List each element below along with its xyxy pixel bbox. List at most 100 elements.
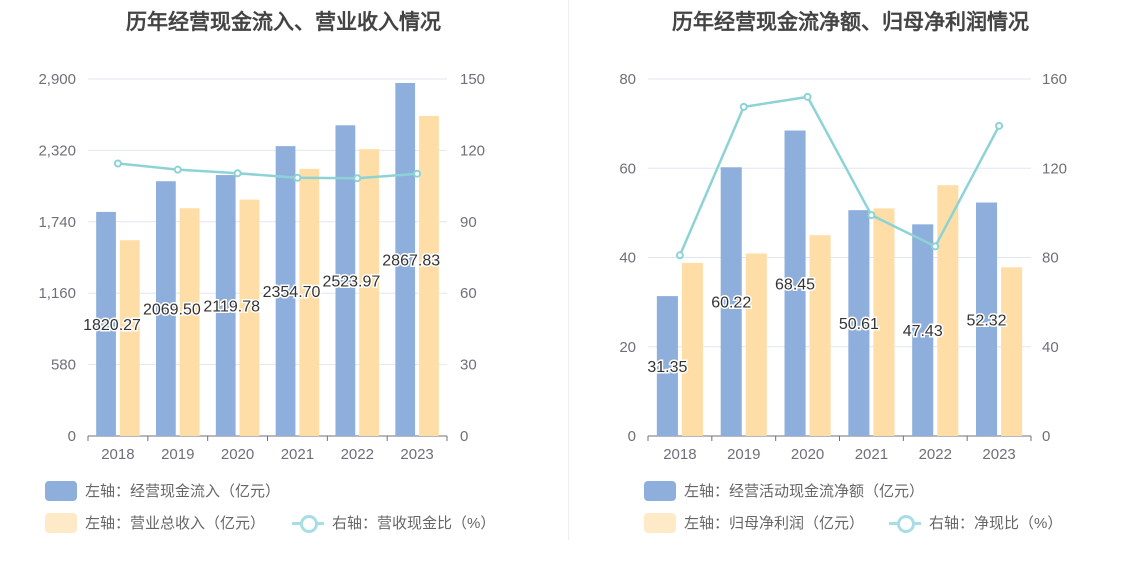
legend-swatch-bar1 bbox=[45, 480, 77, 501]
bar-series2 bbox=[873, 208, 895, 436]
x-axis-tick-label: 2020 bbox=[791, 446, 824, 463]
bar-series2 bbox=[809, 235, 831, 436]
bar-data-label: 50.61 bbox=[839, 316, 879, 333]
bar-data-label: 60.22 bbox=[711, 295, 751, 312]
x-axis-tick-label: 2021 bbox=[281, 446, 314, 463]
left-axis-tick-label: 580 bbox=[51, 357, 76, 374]
right-axis-tick-label: 60 bbox=[460, 285, 477, 302]
legend-item-bar2[interactable]: 左轴：营业总收入（亿元） bbox=[45, 512, 265, 533]
bar-series1 bbox=[720, 167, 742, 436]
bar-data-label: 1820.27 bbox=[83, 317, 141, 334]
chart-left-svg: 0 0 580 30 1,160 60 1,740 90 2,320 120 2,900 150 201… bbox=[38, 71, 485, 463]
bar-data-label: 2069.50 bbox=[143, 302, 201, 319]
left-axis-tick-label: 1,160 bbox=[38, 285, 76, 302]
right-axis-tick-label: 90 bbox=[460, 214, 477, 231]
legend-item-bar2[interactable]: 左轴：归母净利润（亿元） bbox=[644, 512, 864, 533]
line-point bbox=[675, 251, 684, 260]
bar-series1 bbox=[156, 181, 176, 436]
bar-data-label: 2523.97 bbox=[322, 274, 380, 291]
left-axis-tick-label: 20 bbox=[619, 339, 636, 356]
bar-series2 bbox=[239, 199, 260, 436]
x-axis-tick-label: 2023 bbox=[400, 446, 433, 463]
right-axis-tick-label: 160 bbox=[1042, 71, 1067, 88]
bar-data-label: 68.45 bbox=[775, 276, 815, 293]
legend-line-icon bbox=[889, 513, 921, 533]
right-axis-tick-label: 40 bbox=[1042, 339, 1059, 356]
bar-data-label: 2867.83 bbox=[382, 252, 440, 269]
x-axis-tick-label: 2020 bbox=[221, 446, 254, 463]
x-axis-tick-label: 2019 bbox=[727, 446, 760, 463]
bar-series1 bbox=[976, 202, 998, 436]
legend-swatch-bar2 bbox=[45, 512, 77, 533]
legend-swatch-bar2 bbox=[644, 512, 676, 533]
bar-series2 bbox=[359, 149, 379, 437]
line-point bbox=[995, 121, 1004, 130]
bar-series1 bbox=[96, 211, 116, 436]
panel-divider bbox=[568, 0, 569, 540]
right-axis-tick-label: 120 bbox=[1042, 160, 1067, 177]
x-axis-tick-label: 2019 bbox=[161, 446, 194, 463]
chart-title: 历年经营现金流净额、归母净利润情况 bbox=[672, 11, 1029, 34]
legend-label: 左轴：经营现金流入（亿元） bbox=[85, 483, 281, 500]
bar-data-label: 2354.70 bbox=[263, 284, 321, 301]
line-point bbox=[931, 242, 940, 251]
bar-data-label: 31.35 bbox=[647, 359, 687, 376]
bar-series1 bbox=[784, 130, 806, 436]
x-axis-tick-label: 2018 bbox=[663, 446, 696, 463]
left-axis-tick-label: 0 bbox=[68, 428, 76, 445]
bar-series1 bbox=[275, 146, 296, 437]
bar-series1 bbox=[395, 82, 416, 436]
bar-series2 bbox=[299, 168, 320, 436]
chart-title: 历年经营现金流入、营业收入情况 bbox=[126, 11, 441, 34]
x-axis-tick-label: 2018 bbox=[101, 446, 134, 463]
line-series bbox=[117, 162, 418, 180]
right-axis-tick-label: 30 bbox=[460, 357, 477, 374]
x-axis-tick-label: 2022 bbox=[919, 446, 952, 463]
line-point bbox=[803, 92, 812, 101]
left-axis-tick-label: 60 bbox=[619, 160, 636, 177]
x-axis-tick-label: 2022 bbox=[341, 446, 374, 463]
bar-series2 bbox=[681, 262, 703, 436]
chart-right-svg: 0 0 20 40 40 80 60 120 80 160 2018 2019 2020 2021 2022… bbox=[619, 71, 1067, 463]
right-axis-tick-label: 0 bbox=[460, 428, 468, 445]
right-axis-tick-label: 150 bbox=[460, 71, 485, 88]
chart-panel-left: 历年经营现金流入、营业收入情况 0 0 580 30 1,160 60 1,740 90 2,3… bbox=[38, 11, 495, 533]
bar-data-label: 52.32 bbox=[967, 312, 1007, 329]
left-axis-tick-label: 1,740 bbox=[38, 214, 76, 231]
legend-item-bar1[interactable]: 左轴：经营现金流入（亿元） bbox=[45, 480, 280, 501]
line-point bbox=[113, 159, 122, 168]
x-axis-tick-label: 2021 bbox=[855, 446, 888, 463]
left-axis-tick-label: 0 bbox=[628, 428, 636, 445]
line-point bbox=[173, 165, 182, 174]
bar-series2 bbox=[179, 208, 200, 436]
line-point bbox=[867, 211, 876, 220]
bar-series2 bbox=[119, 240, 140, 436]
legend-label: 右轴：营收现金比（%） bbox=[332, 515, 496, 532]
line-point bbox=[739, 102, 748, 111]
bar-series1 bbox=[912, 224, 934, 436]
line-point bbox=[293, 173, 302, 182]
legend-line-icon bbox=[292, 513, 324, 533]
chart-panel-right: 历年经营现金流净额、归母净利润情况 0 0 20 40 40 80 60 120 80 160 20… bbox=[567, 0, 1134, 582]
bar-data-label: 47.43 bbox=[903, 323, 943, 340]
left-axis-tick-label: 2,900 bbox=[38, 71, 76, 88]
bar-series2 bbox=[745, 253, 767, 436]
legend-swatch-bar1 bbox=[644, 480, 676, 501]
bar-series2 bbox=[419, 115, 439, 437]
legend-item-bar1[interactable]: 左轴：经营活动现金流净额（亿元） bbox=[644, 480, 924, 501]
right-axis-tick-label: 120 bbox=[460, 142, 485, 159]
bar-series1 bbox=[656, 296, 678, 436]
x-axis-tick-label: 2023 bbox=[982, 446, 1015, 463]
legend-label: 左轴：营业总收入（亿元） bbox=[85, 515, 266, 532]
bar-data-label: 2119.78 bbox=[203, 299, 260, 316]
line-point bbox=[233, 169, 242, 178]
legend-item-line[interactable]: 右轴：净现比（%） bbox=[889, 512, 1062, 533]
left-axis-tick-label: 40 bbox=[619, 250, 636, 267]
bar-series1 bbox=[335, 125, 356, 436]
legend-label: 右轴：净现比（%） bbox=[929, 515, 1063, 532]
line-series bbox=[678, 95, 1001, 256]
bar-series2 bbox=[1001, 267, 1023, 436]
legend-item-line[interactable]: 右轴：营收现金比（%） bbox=[292, 512, 495, 533]
bar-series2 bbox=[937, 185, 959, 436]
legend-label: 左轴：归母净利润（亿元） bbox=[684, 515, 865, 532]
